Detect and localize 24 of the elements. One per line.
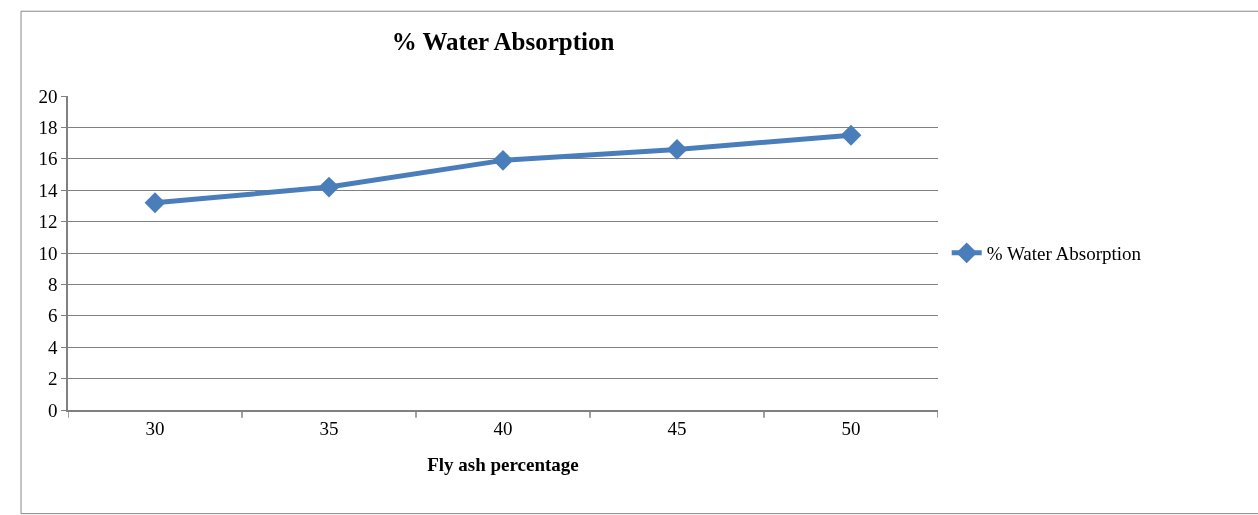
x-tick-label: 30	[145, 417, 165, 439]
y-tick-label: 12	[38, 211, 58, 233]
point	[144, 192, 166, 214]
y-tick-label: 6	[47, 305, 58, 327]
y-tick-label: 18	[38, 117, 58, 139]
point	[492, 149, 514, 171]
point	[318, 176, 340, 198]
y-tick-label: 8	[47, 274, 58, 296]
point	[666, 138, 688, 160]
point	[840, 124, 862, 146]
y-tick-label: 0	[47, 399, 58, 421]
y-tick-label: 2	[47, 368, 58, 390]
x-tick-label: 40	[493, 417, 513, 439]
x-axis-title: Fly ash percentage	[427, 453, 579, 475]
y-tick-label: 4	[47, 336, 58, 358]
legend-label: % Water Absorption	[986, 243, 1142, 265]
y-tick-label: 16	[38, 148, 58, 170]
x-tick-label: 45	[667, 417, 687, 439]
y-tick-label: 10	[38, 242, 58, 264]
chart-title: % Water Absorption	[391, 27, 615, 55]
x-tick-label: 50	[841, 417, 861, 439]
x-tick-label: 35	[319, 417, 339, 439]
y-tick-label: 14	[38, 179, 58, 201]
y-tick-label: 20	[38, 85, 58, 107]
